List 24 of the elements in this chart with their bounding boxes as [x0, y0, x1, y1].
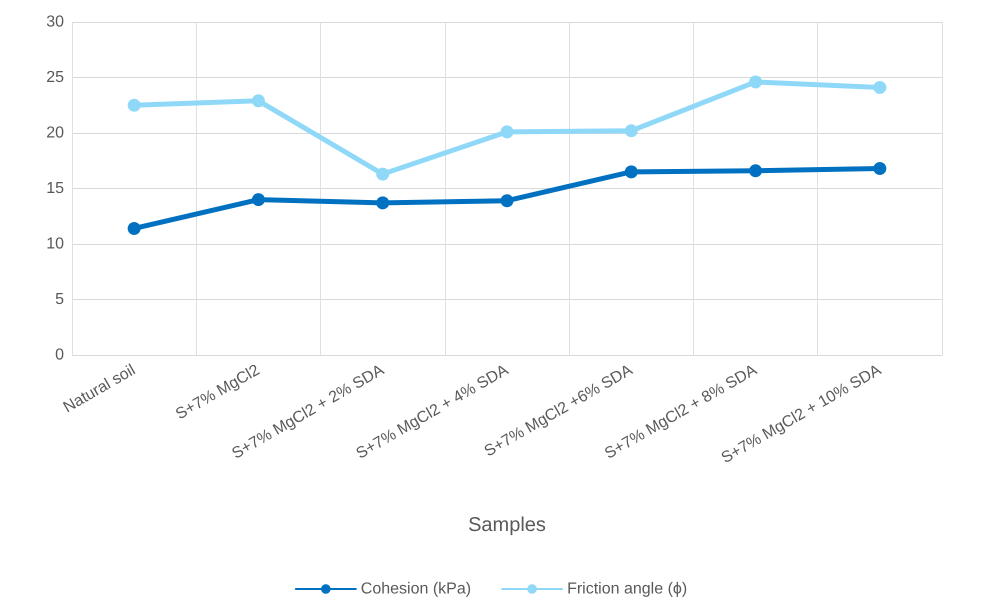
- point: [128, 222, 141, 235]
- y-tick-label: 30: [46, 14, 64, 30]
- point: [749, 164, 762, 178]
- point: [252, 94, 265, 108]
- point: [500, 194, 514, 208]
- point: [128, 98, 141, 112]
- point: [873, 162, 886, 176]
- y-tick-label: 5: [55, 291, 64, 308]
- y-tick-label: 25: [46, 69, 64, 86]
- point: [873, 80, 886, 94]
- y-tick-label: 20: [46, 124, 64, 142]
- point: [376, 168, 390, 181]
- y-tick-label: 15: [46, 180, 64, 197]
- y-tick-label: 10: [46, 236, 64, 252]
- point: [749, 75, 762, 88]
- point: [624, 165, 638, 178]
- x-axis-title: Samples: [468, 514, 546, 536]
- point: [500, 125, 514, 138]
- legend-label: Cohesion (kPa): [360, 580, 472, 598]
- point: [624, 124, 638, 138]
- point: [252, 193, 265, 206]
- y-tick-label: 0: [55, 346, 64, 364]
- point: [376, 196, 390, 210]
- legend-label: Friction angle (ϕ): [567, 580, 688, 598]
